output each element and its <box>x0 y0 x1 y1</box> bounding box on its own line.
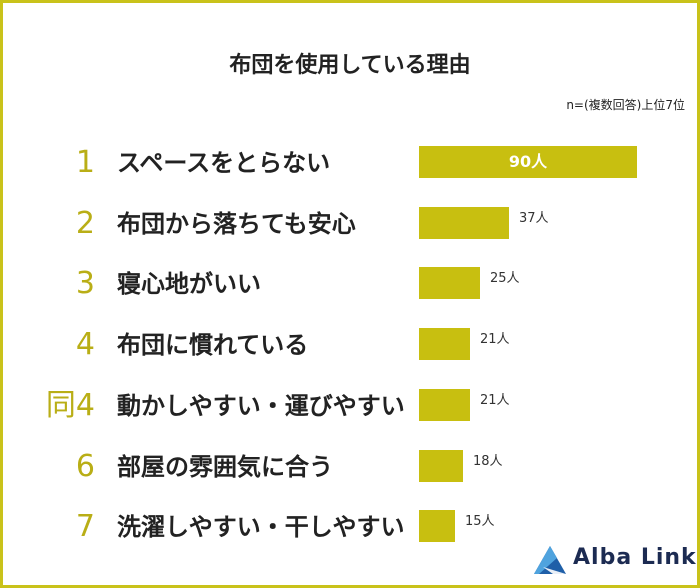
chart-row: 7 洗濯しやすい・干しやすい 15人 <box>3 510 697 544</box>
rank-label: 6 <box>75 449 95 484</box>
value-label: 21人 <box>480 393 510 408</box>
chart-row: 2 布団から落ちても安心 37人 <box>3 207 697 241</box>
category-label: 寝心地がいい <box>117 270 261 298</box>
category-label: 布団に慣れている <box>117 331 309 359</box>
brand-name: Alba Link <box>573 545 697 570</box>
rank-label: 7 <box>75 509 95 544</box>
category-label: 洗濯しやすい・干しやすい <box>117 513 405 541</box>
bar <box>419 389 470 421</box>
sample-note: n=(複数回答)上位7位 <box>566 98 685 112</box>
rank-label: 同4 <box>45 388 95 423</box>
value-label: 90人 <box>508 152 548 171</box>
category-label: 布団から落ちても安心 <box>117 210 356 238</box>
value-label: 18人 <box>473 454 503 469</box>
category-label: 動かしやすい・運びやすい <box>117 392 405 420</box>
bar <box>419 146 637 178</box>
value-label: 15人 <box>465 514 495 529</box>
chart-row: 6 部屋の雰囲気に合う 18人 <box>3 450 697 484</box>
value-label: 21人 <box>480 332 510 347</box>
bar <box>419 328 470 360</box>
bar <box>419 267 480 299</box>
chart-row: 4 布団に慣れている 21人 <box>3 328 697 362</box>
value-label: 37人 <box>519 211 549 226</box>
chart-title: 布団を使用している理由 <box>229 53 471 78</box>
chart-row: 1 スペースをとらない 90人 <box>3 146 697 180</box>
rank-label: 2 <box>75 206 95 241</box>
chart-row: 3 寝心地がいい 25人 <box>3 267 697 301</box>
chart-row: 同4 動かしやすい・運びやすい 21人 <box>3 389 697 423</box>
rank-label: 4 <box>75 327 95 362</box>
rank-label: 3 <box>75 266 95 301</box>
bar <box>419 207 509 239</box>
bar <box>419 450 463 482</box>
value-label: 25人 <box>490 271 520 286</box>
rank-label: 1 <box>75 145 95 180</box>
bar <box>419 510 455 542</box>
brand-logo: Alba Link <box>533 543 696 577</box>
category-label: 部屋の雰囲気に合う <box>117 453 333 481</box>
category-label: スペースをとらない <box>117 149 331 177</box>
logo-mark-icon <box>534 546 566 574</box>
